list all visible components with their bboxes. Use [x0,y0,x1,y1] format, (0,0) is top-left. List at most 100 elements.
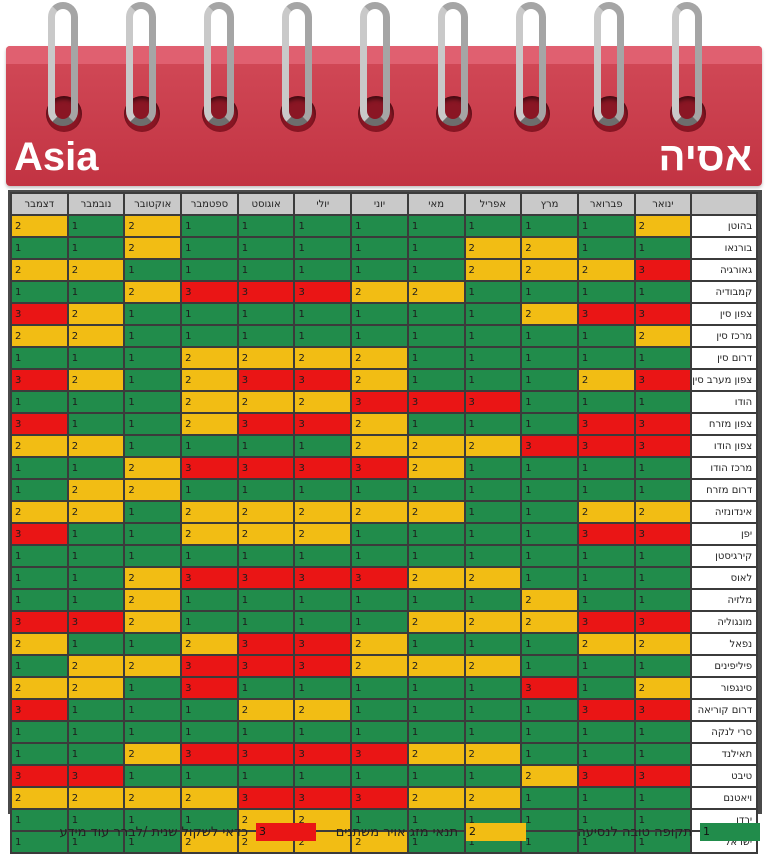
rating-cell: 1 [123,302,183,326]
rating-cell: 1 [576,676,636,700]
rating-cell: 1 [293,720,353,744]
rating-cell: 1 [236,258,296,282]
rating-cell: 3 [10,368,69,392]
rating-cell: 2 [66,258,126,282]
rating-cell: 2 [236,698,296,722]
rating-cell: 3 [633,764,693,788]
rating-cell: 1 [10,346,69,370]
rating-cell: 1 [236,214,296,238]
rating-cell: 1 [10,456,69,480]
rating-cell: 2 [66,302,126,326]
rating-cell: 2 [123,654,183,678]
country-name: קמבודיה [690,280,759,304]
rating-cell: 2 [10,786,69,810]
rating-cell: 1 [123,500,183,524]
rating-cell: 2 [576,368,636,392]
rating-cell: 1 [520,786,579,810]
rating-cell: 2 [463,654,523,678]
rating-cell: 1 [10,566,69,590]
rating-cell: 1 [463,588,523,612]
rating-cell: 1 [350,522,409,546]
rating-cell: 2 [180,390,239,414]
legend-swatch-1: 1 [700,823,760,841]
title-english: Asia [14,135,99,179]
rating-cell: 2 [66,676,126,700]
rating-cell: 1 [10,280,69,304]
rating-cell: 1 [66,588,126,612]
month-header: פברואר [576,192,636,216]
rating-cell: 1 [10,720,69,744]
rating-cell: 1 [463,302,523,326]
rating-cell: 1 [123,720,183,744]
rating-cell: 1 [520,544,579,568]
rating-cell: 1 [180,324,239,348]
rating-cell: 1 [293,610,353,634]
rating-cell: 3 [633,698,693,722]
table-row: פיליפינים 1 1 1 2 2 2 3 3 3 2 2 1 [10,654,759,678]
country-name: צפון מערב סין [690,368,759,392]
rating-cell: 1 [123,324,183,348]
rating-cell: 1 [123,390,183,414]
rating-cell: 1 [123,412,183,436]
legend-item-reconsider: 3 כדאי לשקול שנית /לברר עוד מידע [59,821,316,843]
rating-cell: 1 [350,258,409,282]
rating-cell: 1 [123,632,183,656]
rating-cell: 1 [350,236,409,260]
rating-cell: 2 [123,588,183,612]
rating-cell: 2 [520,764,579,788]
rating-cell: 1 [406,302,466,326]
rating-cell: 1 [66,456,126,480]
country-name: סינגפור [690,676,759,700]
rating-cell: 2 [406,610,466,634]
rating-cell: 1 [406,258,466,282]
rating-cell: 2 [463,742,523,766]
country-name: יפן [690,522,759,546]
rating-cell: 2 [123,236,183,260]
rating-cell: 1 [520,324,579,348]
rating-cell: 2 [10,258,69,282]
rating-cell: 1 [520,742,579,766]
rating-cell: 1 [463,478,523,502]
rating-cell: 1 [350,544,409,568]
rating-cell: 2 [406,434,466,458]
rating-cell: 1 [66,390,126,414]
rating-cell: 1 [66,346,126,370]
rating-cell: 1 [520,368,579,392]
rating-cell: 2 [406,280,466,304]
month-header: ספטמבר [180,192,239,216]
rating-cell: 2 [463,258,523,282]
country-name: נפאל [690,632,759,656]
month-header: יולי [293,192,353,216]
rating-cell: 3 [236,456,296,480]
legend-label-good: תקופה טובה לנסיעה [577,824,692,840]
rating-cell: 1 [406,588,466,612]
rating-cell: 1 [463,456,523,480]
rating-cell: 2 [463,236,523,260]
rating-cell: 1 [576,390,636,414]
country-name: דרום קוריאה [690,698,759,722]
rating-cell: 1 [180,764,239,788]
rating-cell: 1 [463,324,523,348]
month-header: אוקטובר [123,192,183,216]
rating-cell: 2 [236,808,296,832]
rating-cell: 1 [236,676,296,700]
rating-cell: 1 [123,698,183,722]
rating-cell: 1 [463,632,523,656]
rating-cell: 2 [293,500,353,524]
rating-cell: 1 [350,588,409,612]
rating-cell: 2 [520,610,579,634]
table-row: טיבט 3 3 2 1 1 1 1 1 1 1 3 3 [10,764,759,788]
rating-cell: 3 [293,456,353,480]
rating-cell: 1 [463,412,523,436]
rating-cell: 1 [520,720,579,744]
rating-cell: 1 [633,478,693,502]
rating-cell: 1 [350,698,409,722]
rating-cell: 3 [66,610,126,634]
rating-cell: 1 [576,478,636,502]
rating-cell: 1 [350,302,409,326]
rating-cell: 2 [10,500,69,524]
rating-cell: 1 [520,522,579,546]
rating-cell: 3 [236,412,296,436]
month-header: דצמבר [10,192,69,216]
rating-cell: 1 [350,764,409,788]
